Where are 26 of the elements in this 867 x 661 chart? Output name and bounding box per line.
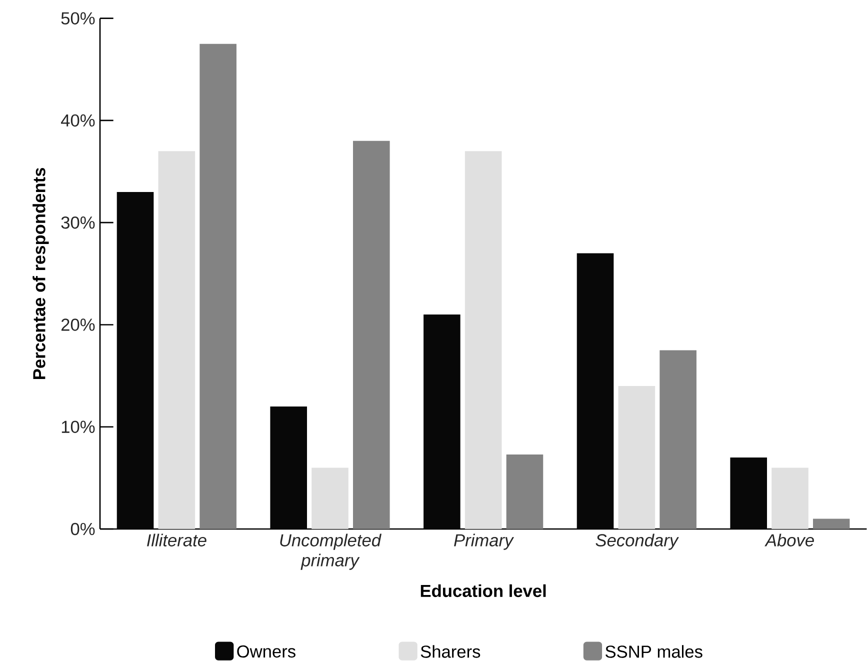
- legend-label: Sharers: [420, 645, 480, 658]
- x-tick-label: Secondary: [596, 534, 679, 550]
- y-tick-label: 30%: [61, 216, 95, 229]
- bar: [158, 151, 196, 529]
- bar: [506, 454, 544, 529]
- bar: [618, 386, 656, 529]
- y-tick-label: 20%: [61, 318, 95, 331]
- x-tick-label: Primary: [454, 534, 514, 550]
- bar: [464, 151, 502, 529]
- bar: [200, 44, 236, 529]
- y-tick-label: 40%: [60, 114, 95, 127]
- bar: [353, 140, 390, 529]
- bar: [660, 350, 696, 529]
- bar: [813, 518, 850, 529]
- x-tick-label: Illiterate: [147, 534, 206, 546]
- y-tick-label: 50%: [61, 12, 95, 24]
- bar: [772, 468, 808, 529]
- x-tick-label: Uncompleted primary: [280, 534, 382, 570]
- legend-label: Owners: [237, 645, 296, 658]
- x-axis-title: Education level: [420, 584, 546, 598]
- bar: [312, 468, 348, 529]
- y-tick-label: 10%: [62, 420, 95, 433]
- y-tick-label: 0%: [70, 522, 95, 536]
- x-tick-label: Above: [764, 534, 814, 546]
- legend-label: SSNP males: [606, 645, 702, 658]
- y-axis-title: Percentae of respondents: [32, 168, 49, 379]
